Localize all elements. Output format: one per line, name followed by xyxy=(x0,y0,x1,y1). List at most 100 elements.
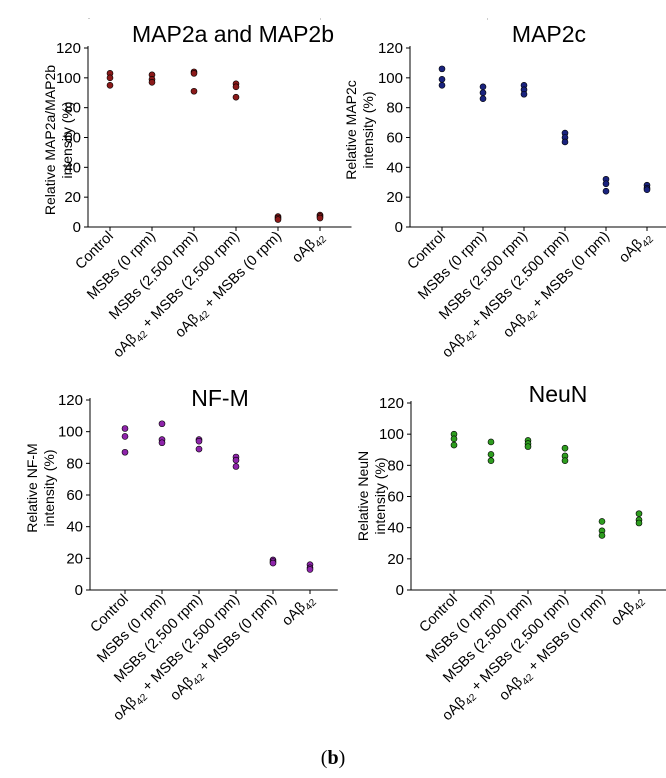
chart-2-ytick-label: 0 xyxy=(395,219,403,236)
chart-3-point xyxy=(195,437,203,445)
chart-4-ytick-label: 100 xyxy=(379,426,404,443)
chart-2-point xyxy=(602,187,610,195)
chart-1-category-label: oAβ42 xyxy=(289,228,329,268)
chart-1-ytick-label: 120 xyxy=(56,40,81,57)
panel-label: (b) xyxy=(0,747,666,770)
chart-2-point xyxy=(643,186,651,194)
chart-4-point xyxy=(635,519,643,527)
chart-4-point xyxy=(635,510,643,517)
chart-1-point xyxy=(106,81,114,89)
chart-2: MAP2c Relative MAP2cintensity (%) 0 20 40 60 8… xyxy=(343,18,666,361)
chart-1-ytick-label: 60 xyxy=(64,130,81,147)
chart-2-ytick-label: 80 xyxy=(386,100,403,117)
chart-4-point xyxy=(450,441,458,449)
chart-4-ytick-label: 80 xyxy=(387,457,404,474)
chart-1-ytick-label: 100 xyxy=(56,70,81,87)
chart-2-point xyxy=(438,65,446,73)
chart-1-point xyxy=(148,79,156,86)
chart-4-point xyxy=(487,457,495,464)
chart-1-ytick-label: 40 xyxy=(64,159,81,176)
chart-3-point xyxy=(195,445,203,453)
chart-2-point xyxy=(479,95,487,103)
chart-2-point xyxy=(520,90,528,98)
chart-1-point xyxy=(274,216,282,223)
chart-1: MAP2a and MAP2b Relative MAP2a/MAP2binten… xyxy=(42,18,352,361)
chart-3-point xyxy=(158,420,166,428)
chart-3-ylabel-line: Relative NF-M xyxy=(24,443,40,532)
chart-3-ytick-label: 120 xyxy=(58,392,83,409)
chart-3-ytick-label: 40 xyxy=(66,519,83,536)
chart-2-frame-mark xyxy=(487,18,488,19)
panel-label-close: ) xyxy=(338,747,346,769)
chart-4-point xyxy=(598,518,606,525)
chart-2-point xyxy=(479,83,487,91)
chart-4-point xyxy=(561,457,569,464)
chart-4-point xyxy=(450,435,458,443)
chart-4-ylabel: Relative NeuNintensity (%) xyxy=(355,451,388,541)
chart-2-ytick-label: 40 xyxy=(386,159,403,176)
chart-2-ytick-label: 100 xyxy=(378,70,403,87)
chart-4-point xyxy=(524,443,532,450)
chart-1-point xyxy=(190,70,198,77)
chart-3-point xyxy=(232,463,240,470)
chart-4-title: NeuN xyxy=(529,381,588,407)
chart-3-point xyxy=(306,566,314,573)
chart-4-point xyxy=(598,532,606,539)
chart-1-frame-mark xyxy=(320,18,321,19)
chart-2-point xyxy=(561,138,569,146)
chart-4-point xyxy=(561,444,569,452)
chart-1-point xyxy=(232,93,240,101)
chart-3-point xyxy=(121,448,129,456)
chart-2-point xyxy=(438,81,446,89)
chart-2-category-label: oAβ42 xyxy=(616,228,656,268)
chart-3-ytick-label: 60 xyxy=(66,487,83,504)
chart-3-point xyxy=(121,433,129,440)
chart-1-ylabel-line: intensity (%) xyxy=(59,101,75,178)
chart-3-point xyxy=(158,439,166,447)
chart-4-ylabel-line: Relative NeuN xyxy=(355,451,371,541)
chart-3-category-label: oAβ42 xyxy=(279,591,319,631)
chart-3-ytick-label: 100 xyxy=(58,424,83,441)
chart-1-ylabel-line: Relative MAP2a/MAP2b xyxy=(42,65,58,215)
chart-3-point xyxy=(121,425,129,432)
chart-3-title: NF-M xyxy=(191,385,248,411)
chart-1-title: MAP2a and MAP2b xyxy=(132,21,334,47)
chart-2-point xyxy=(479,89,487,97)
chart-3-ytick-label: 20 xyxy=(66,550,83,567)
chart-4: NeuN Relative NeuNintensity (%) 0 20 40 60 80 1… xyxy=(355,381,666,724)
chart-2-ylabel-line: intensity (%) xyxy=(360,91,376,168)
chart-2-point xyxy=(438,76,446,83)
chart-2-ylabel-line: Relative MAP2c xyxy=(343,80,359,180)
chart-2-ytick-label: 120 xyxy=(378,40,403,57)
chart-1-frame-mark xyxy=(89,18,90,19)
chart-1-frame-mark xyxy=(88,18,89,19)
chart-2-ylabel: Relative MAP2cintensity (%) xyxy=(343,80,376,180)
chart-4-point xyxy=(487,438,495,446)
chart-4-category-label: oAβ42 xyxy=(608,591,648,631)
chart-3: NF-M Relative NF-Mintensity (%) 0 20 40 60 80 1… xyxy=(24,385,338,724)
panel-label-letter: b xyxy=(327,747,339,769)
chart-1-point xyxy=(232,83,240,91)
chart-1-ytick-label: 80 xyxy=(64,100,81,117)
chart-4-ytick-label: 0 xyxy=(396,582,404,599)
chart-2-ytick-label: 60 xyxy=(386,130,403,147)
chart-4-point xyxy=(487,451,495,458)
chart-4-ylabel-line: intensity (%) xyxy=(372,457,388,534)
chart-1-ylabel: Relative MAP2a/MAP2bintensity (%) xyxy=(42,65,75,215)
chart-4-ytick-label: 120 xyxy=(379,395,404,412)
chart-3-ytick-label: 80 xyxy=(66,455,83,472)
chart-3-ylabel: Relative NF-Mintensity (%) xyxy=(24,443,57,532)
chart-2-frame-mark xyxy=(487,19,488,20)
chart-1-point xyxy=(190,87,198,95)
chart-4-ytick-label: 20 xyxy=(387,551,404,568)
panel-label-open: ( xyxy=(320,747,328,769)
chart-3-ytick-label: 0 xyxy=(75,582,83,599)
chart-1-point xyxy=(106,74,114,82)
chart-4-ytick-label: 40 xyxy=(387,520,404,537)
chart-3-point xyxy=(232,456,240,464)
chart-1-point xyxy=(316,214,324,222)
chart-2-title: MAP2c xyxy=(512,21,586,47)
chart-1-ytick-label: 20 xyxy=(64,189,81,206)
chart-2-ytick-label: 20 xyxy=(386,189,403,206)
